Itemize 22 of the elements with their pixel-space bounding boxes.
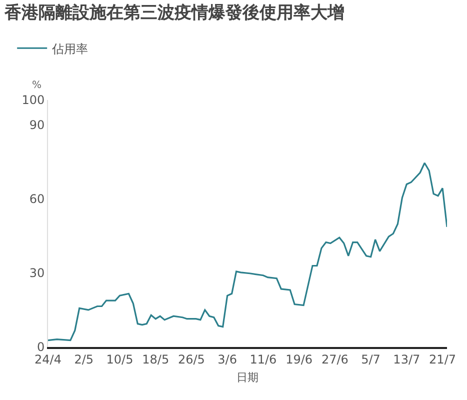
x-tick-label: 10/5 [106, 352, 134, 366]
x-tick-label: 18/5 [142, 352, 170, 366]
y-axis-title: % [32, 80, 42, 91]
x-tick-label: 26/5 [178, 352, 205, 366]
x-tick-label: 24/4 [34, 352, 62, 366]
y-tick-label: 30 [29, 266, 45, 280]
y-tick-label: 60 [29, 192, 45, 206]
x-tick-label: 21/7 [429, 352, 456, 366]
y-tick-label: 0 [36, 340, 45, 354]
x-tick-label: 13/7 [393, 352, 420, 366]
x-tick-label: 19/6 [286, 352, 313, 366]
line-series [48, 162, 447, 342]
x-tick-label: 5/7 [361, 352, 380, 366]
x-axis-title: 日期 [236, 371, 258, 384]
legend-label: 佔用率 [51, 42, 88, 56]
y-tick-label: 90 [29, 118, 45, 132]
chart-title: 香港隔離設施在第三波疫情爆發後使用率大增 [4, 2, 345, 23]
x-tick-label: 11/6 [250, 352, 277, 366]
y-tick-label: 100 [22, 93, 45, 108]
x-tick-label: 2/5 [74, 352, 94, 366]
x-tick-label: 3/6 [218, 352, 237, 366]
x-tick-label: 27/6 [321, 352, 348, 366]
